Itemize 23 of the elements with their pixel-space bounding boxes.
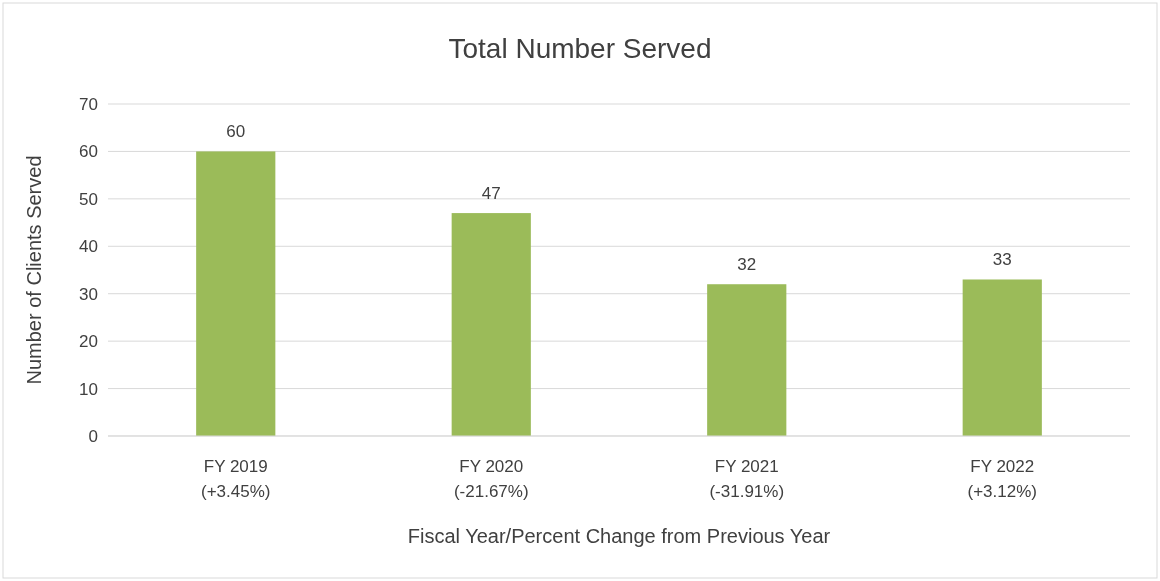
y-tick-label: 10	[79, 379, 98, 399]
bar	[962, 279, 1042, 436]
bar	[707, 284, 787, 436]
y-tick-label: 20	[79, 332, 98, 352]
y-tick-label: 70	[79, 94, 98, 114]
x-tick-label: FY 2021 (-31.91%)	[709, 457, 785, 501]
chart-title: Total Number Served	[448, 33, 712, 64]
data-label: 33	[992, 250, 1012, 270]
x-tick-label: FY 2019 (+3.45%)	[201, 457, 271, 501]
y-tick-label: 60	[79, 142, 98, 162]
y-tick-label: 30	[79, 284, 98, 304]
data-label: 47	[481, 184, 501, 204]
y-tick-label: 50	[79, 189, 98, 209]
data-label: 32	[737, 255, 757, 275]
y-axis-title: Number of Clients Served	[23, 155, 45, 385]
bar	[451, 213, 531, 436]
x-axis-title: Fiscal Year/Percent Change from Previous Year	[407, 525, 831, 547]
bar	[196, 151, 276, 436]
y-tick-label: 40	[79, 237, 98, 257]
x-tick-label: FY 2020 (-21.67%)	[453, 457, 529, 501]
data-label: 60	[226, 122, 246, 142]
x-tick-label: FY 2022 (+3.12%)	[967, 457, 1037, 501]
y-tick-label: 0	[88, 426, 98, 446]
